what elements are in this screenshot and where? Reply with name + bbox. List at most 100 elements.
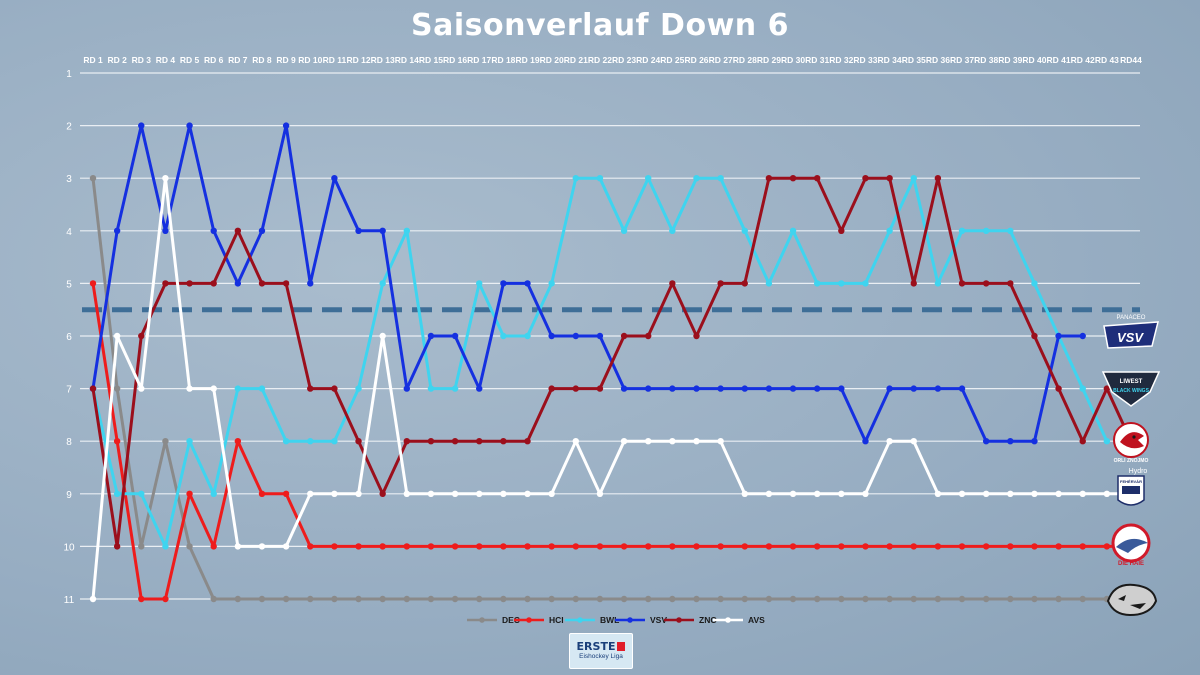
data-point <box>1031 595 1038 603</box>
data-point <box>645 385 652 392</box>
data-point <box>741 385 748 392</box>
data-point <box>451 438 459 445</box>
data-point <box>910 595 917 603</box>
series-dec <box>89 175 1135 603</box>
data-point <box>1055 385 1062 392</box>
data-point <box>500 332 507 340</box>
data-point <box>234 280 242 287</box>
data-point <box>789 227 797 234</box>
data-point <box>89 175 97 182</box>
data-point <box>548 543 555 550</box>
data-point <box>234 227 242 234</box>
data-point <box>620 332 628 340</box>
data-point <box>741 490 748 497</box>
data-point <box>307 595 314 603</box>
x-tick-label: RD 12 <box>346 55 370 65</box>
series-avs <box>89 175 1135 603</box>
data-point <box>524 543 531 550</box>
data-point <box>717 175 724 182</box>
data-point <box>355 490 362 497</box>
legend-label: DEC <box>502 615 520 625</box>
data-point <box>838 543 845 550</box>
data-point <box>138 595 145 603</box>
data-point <box>1103 490 1111 497</box>
fehervar-logo: Hydro FEHÉRVÁR <box>1100 466 1162 510</box>
data-point <box>645 543 652 550</box>
data-point <box>1079 490 1086 497</box>
data-point <box>1007 280 1014 287</box>
data-point <box>789 595 797 603</box>
data-point <box>234 595 242 603</box>
data-point <box>186 122 193 129</box>
x-axis-ticks: RD 1 RD 2 RD 3 RD 4 RD 5 RD 6 RD 7 RD 8 RD 9 RD 1… <box>83 55 1142 65</box>
data-point <box>451 490 459 497</box>
y-axis-ticks: 1 2 3 4 5 6 7 8 9 10 11 <box>63 69 75 606</box>
data-point <box>113 332 121 340</box>
data-point <box>524 438 531 445</box>
data-point <box>524 332 531 340</box>
data-point <box>572 595 579 603</box>
data-point <box>258 543 266 550</box>
data-point <box>789 490 797 497</box>
data-point <box>548 332 555 340</box>
data-point <box>355 438 362 445</box>
data-point <box>427 438 435 445</box>
x-tick-label: RD 17 <box>467 55 491 65</box>
grid-lines <box>80 72 1140 600</box>
data-point <box>138 122 145 129</box>
data-point <box>717 543 724 550</box>
logo-text: PANACEO <box>1117 315 1146 321</box>
data-point <box>379 543 386 550</box>
x-tick-label: RD 9 <box>276 55 296 65</box>
data-point <box>331 385 338 392</box>
x-tick-label: RD 38 <box>974 55 998 65</box>
data-point <box>765 543 773 550</box>
x-tick-label: RD 6 <box>204 55 224 65</box>
data-point <box>838 227 845 234</box>
data-point <box>910 385 917 392</box>
data-point <box>307 438 314 445</box>
data-point <box>596 175 604 182</box>
x-tick-label: RD 26 <box>684 55 708 65</box>
data-point <box>282 122 290 129</box>
logo-text: DIE HAIE <box>1118 561 1144 567</box>
data-point <box>524 595 531 603</box>
data-point <box>838 490 845 497</box>
data-point <box>282 595 290 603</box>
data-point <box>741 595 748 603</box>
data-point <box>234 543 242 550</box>
data-point <box>162 280 169 287</box>
data-point <box>162 227 169 234</box>
legend-swatch-marker <box>676 617 682 623</box>
series-line <box>91 178 1131 601</box>
data-point <box>500 280 507 287</box>
data-point <box>741 543 748 550</box>
data-point <box>89 385 97 392</box>
y-tick-label: 5 <box>66 279 72 290</box>
data-point <box>258 595 266 603</box>
x-tick-label: RD 18 <box>491 55 515 65</box>
x-tick-label: RD 11 <box>323 55 347 65</box>
data-point <box>693 385 700 392</box>
series-lines <box>89 122 1135 603</box>
data-point <box>669 280 676 287</box>
logo-text: FEHÉRVÁR <box>1120 479 1142 484</box>
data-point <box>379 490 386 497</box>
data-point <box>331 438 338 445</box>
data-point <box>620 438 628 445</box>
x-tick-label: RD 33 <box>853 55 877 65</box>
x-tick-label: RD 40 <box>1022 55 1046 65</box>
data-point <box>476 385 483 392</box>
data-point <box>645 438 652 445</box>
data-point <box>355 595 362 603</box>
data-point <box>113 438 121 445</box>
data-point <box>282 280 290 287</box>
data-point <box>1031 490 1038 497</box>
data-point <box>958 385 966 392</box>
data-point <box>862 175 869 182</box>
y-tick-label: 3 <box>66 174 72 185</box>
data-point <box>355 543 362 550</box>
data-point <box>596 332 604 340</box>
data-point <box>331 175 338 182</box>
data-point <box>596 385 604 392</box>
